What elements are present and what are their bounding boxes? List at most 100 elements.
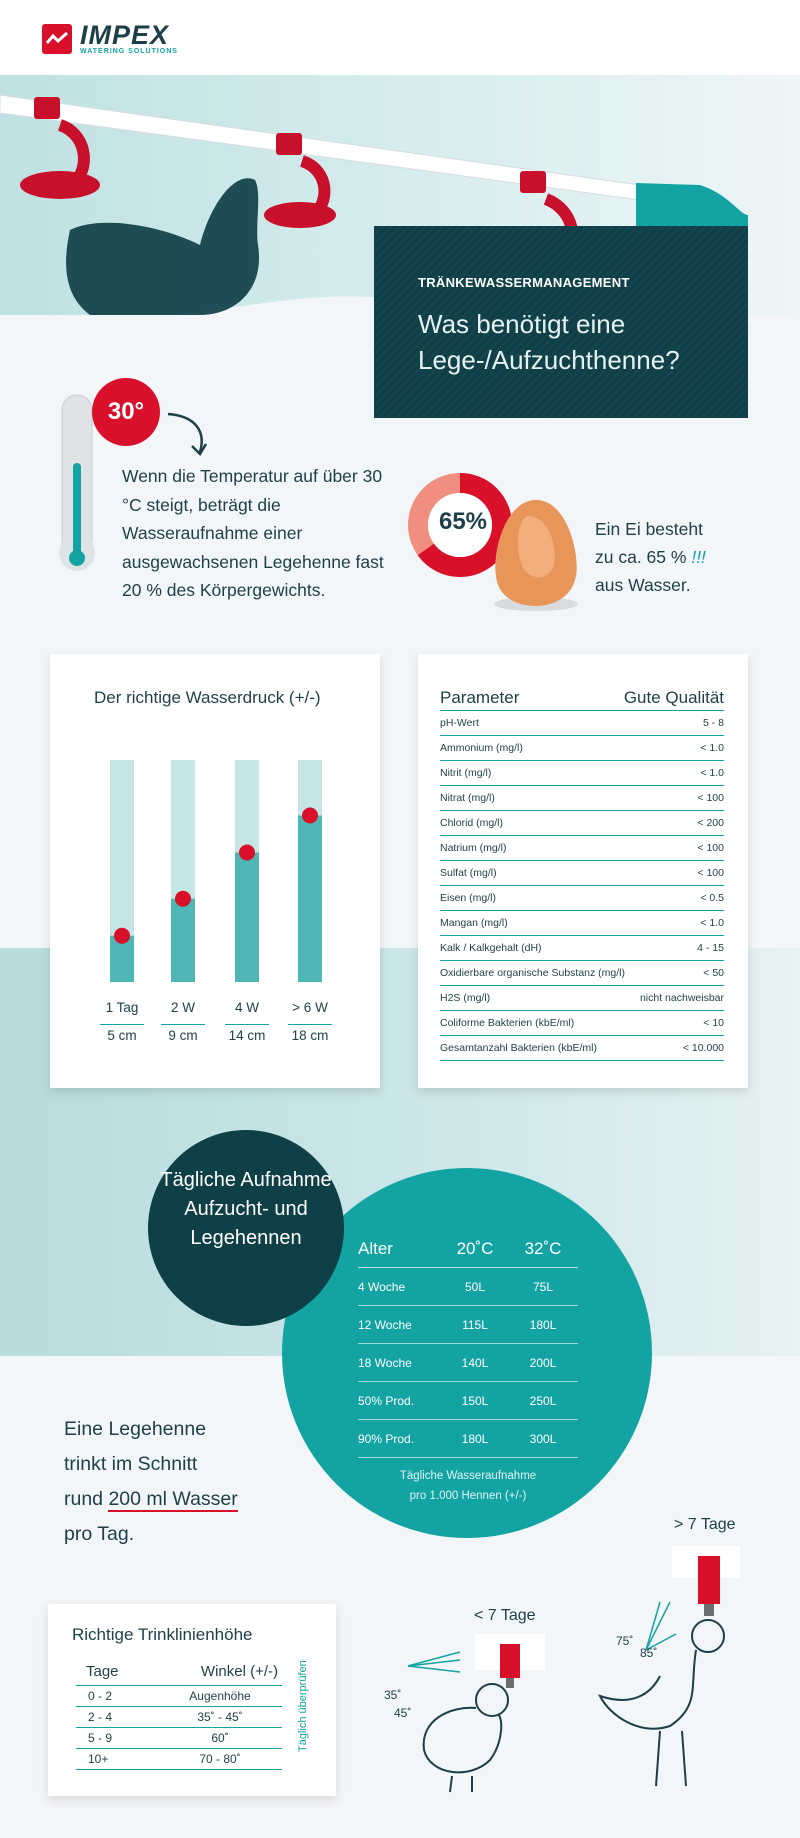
tube-fill — [235, 852, 259, 982]
drink-highlight: 200 ml Wasser — [108, 1488, 238, 1512]
tube-level-dot — [302, 807, 318, 824]
parameter-row: H2S (mg/l) nicht nachweisbar — [440, 986, 724, 1011]
height-card — [48, 1604, 336, 1796]
parameter-name: Kalk / Kalkgehalt (dH) — [440, 942, 542, 954]
parameter-value: < 100 — [697, 867, 724, 879]
tube-divider — [161, 1024, 205, 1025]
parameter-header: Parameter Gute Qualität — [440, 688, 724, 711]
intake-table: Alter 20˚C 32˚C 4 Woche 50L 75L 12 Woche 115… — [358, 1230, 578, 1458]
intake-row: 90% Prod. 180L 300L — [358, 1420, 578, 1458]
hero-title: Was benötigt eine Lege-/Aufzuchthenne? — [418, 309, 680, 375]
parameter-name: Ammonium (mg/l) — [440, 742, 523, 754]
height-row: 0 - 2 Augenhöhe — [76, 1686, 282, 1707]
chick-illustration — [407, 1634, 545, 1793]
percent-donut — [408, 473, 512, 577]
percent-label: 65% — [438, 508, 488, 535]
height-table: Tage Winkel (+/-) 0 - 2 Augenhöhe 2 - 4 35˚… — [76, 1658, 282, 1770]
tube-divider — [225, 1024, 269, 1025]
tube-age-label: 2 W — [170, 1000, 195, 1015]
pressure-card — [50, 654, 380, 1088]
intake-row: 18 Woche 140L 200L — [358, 1344, 578, 1382]
tube-height-label: 18 cm — [291, 1028, 329, 1043]
parameter-value: < 10 — [703, 1017, 724, 1029]
parameter-table: Parameter Gute Qualität pH-Wert 5 - 8 Ammo… — [440, 688, 724, 1061]
hen-illustration — [598, 1546, 740, 1787]
parameter-name: Nitrat (mg/l) — [440, 792, 495, 804]
tube-divider — [288, 1024, 332, 1025]
parameter-name: pH-Wert — [440, 717, 479, 729]
parameter-value: 5 - 8 — [702, 717, 724, 729]
young-angle-2: 45˚ — [394, 1706, 412, 1720]
parameter-row: Ammonium (mg/l) < 1.0 — [440, 736, 724, 761]
young-angle-1: 35˚ — [384, 1688, 402, 1702]
parameter-value: 4 - 15 — [697, 942, 724, 954]
parameter-row: Coliforme Bakterien (kbE/ml) < 10 — [440, 1011, 724, 1036]
drink-text: Eine Legehenne trinkt im Schnitt rund 20… — [64, 1418, 238, 1545]
parameter-row: Chlorid (mg/l) < 200 — [440, 811, 724, 836]
hen-outline-icon — [598, 1619, 725, 1787]
pressure-title: Der richtige Wasserdruck (+/-) — [94, 688, 321, 707]
parameter-name: H2S (mg/l) — [440, 992, 491, 1004]
old-angle-2: 85˚ — [640, 1646, 658, 1660]
impex-logo-icon — [42, 24, 72, 54]
hero-kicker: TRÄNKEWASSERMANAGEMENT — [418, 275, 630, 290]
drinker-icon — [20, 97, 100, 199]
parameter-row: Gesamtanzahl Bakterien (kbE/ml) < 10.000 — [440, 1036, 724, 1061]
tube-height-label: 9 cm — [168, 1028, 198, 1043]
parameter-name: Eisen (mg/l) — [440, 892, 497, 904]
parameter-name: Chlorid (mg/l) — [440, 817, 504, 829]
parameter-value: < 1.0 — [700, 917, 724, 929]
egg-text: Ein Ei besteht zu ca. 65 % !!! aus Wasse… — [595, 519, 706, 595]
brand-name: IMPEX — [80, 20, 170, 50]
height-row: 5 - 9 60˚ — [76, 1728, 282, 1749]
parameter-name: Mangan (mg/l) — [440, 917, 508, 929]
parameter-name: Sulfat (mg/l) — [440, 867, 497, 879]
old-hen-label: > 7 Tage — [674, 1516, 736, 1533]
height-header: Tage Winkel (+/-) — [76, 1658, 282, 1686]
parameter-row: Eisen (mg/l) < 0.5 — [440, 886, 724, 911]
tube-fill — [171, 898, 195, 982]
parameter-value: < 200 — [697, 817, 724, 829]
intake-row: 4 Woche 50L 75L — [358, 1268, 578, 1306]
brand-tagline: WATERING SOLUTIONS — [80, 48, 178, 55]
parameter-name: Oxidierbare organische Substanz (mg/l) — [440, 967, 626, 979]
height-row: 10+ 70 - 80˚ — [76, 1749, 282, 1770]
parameter-value: < 1.0 — [700, 742, 724, 754]
parameter-row: pH-Wert 5 - 8 — [440, 711, 724, 736]
parameter-name: Gesamtanzahl Bakterien (kbE/ml) — [440, 1042, 597, 1054]
temperature-badge: 30° — [92, 378, 160, 446]
parameter-row: Kalk / Kalkgehalt (dH) 4 - 15 — [440, 936, 724, 961]
tube-age-label: > 6 W — [292, 1000, 328, 1015]
height-row: 2 - 4 35˚ - 45˚ — [76, 1707, 282, 1728]
tube-age-label: 1 Tag — [105, 1000, 139, 1015]
parameter-value: < 50 — [703, 967, 724, 979]
intake-row: 50% Prod. 150L 250L — [358, 1382, 578, 1420]
tube-height-label: 14 cm — [228, 1028, 266, 1043]
parameter-row: Oxidierbare organische Substanz (mg/l) < … — [440, 961, 724, 986]
tube-level-dot — [239, 844, 255, 861]
parameter-row: Sulfat (mg/l) < 100 — [440, 861, 724, 886]
header — [0, 0, 800, 75]
parameter-row: Mangan (mg/l) < 1.0 — [440, 911, 724, 936]
parameter-value: < 10.000 — [682, 1042, 724, 1054]
old-angle-1: 75˚ — [616, 1634, 634, 1648]
tube-level-dot — [175, 890, 191, 907]
intake-row: 12 Woche 115L 180L — [358, 1306, 578, 1344]
parameter-value: < 100 — [697, 792, 724, 804]
hero-panel — [374, 226, 748, 418]
egg-icon — [494, 500, 578, 611]
pressure-tubes — [110, 760, 322, 982]
temperature-text: Wenn die Temperatur auf über 30 °C steig… — [122, 466, 384, 600]
intake-header: Alter 20˚C 32˚C — [358, 1230, 578, 1268]
parameter-value: < 1.0 — [700, 767, 724, 779]
tube-fill — [298, 815, 322, 982]
height-side-note: Täglich überprüfen — [297, 1660, 309, 1752]
parameter-name: Natrium (mg/l) — [440, 842, 507, 854]
tube-height-label: 5 cm — [107, 1028, 137, 1043]
arrow-down-icon — [167, 412, 208, 457]
height-title: Richtige Trinklinienhöhe — [72, 1625, 253, 1644]
parameter-card — [418, 654, 748, 1088]
tube-age-label: 4 W — [234, 1000, 259, 1015]
intake-note: Tägliche Wasseraufnahme pro 1.000 Hennen… — [399, 1470, 537, 1502]
parameter-row: Natrium (mg/l) < 100 — [440, 836, 724, 861]
